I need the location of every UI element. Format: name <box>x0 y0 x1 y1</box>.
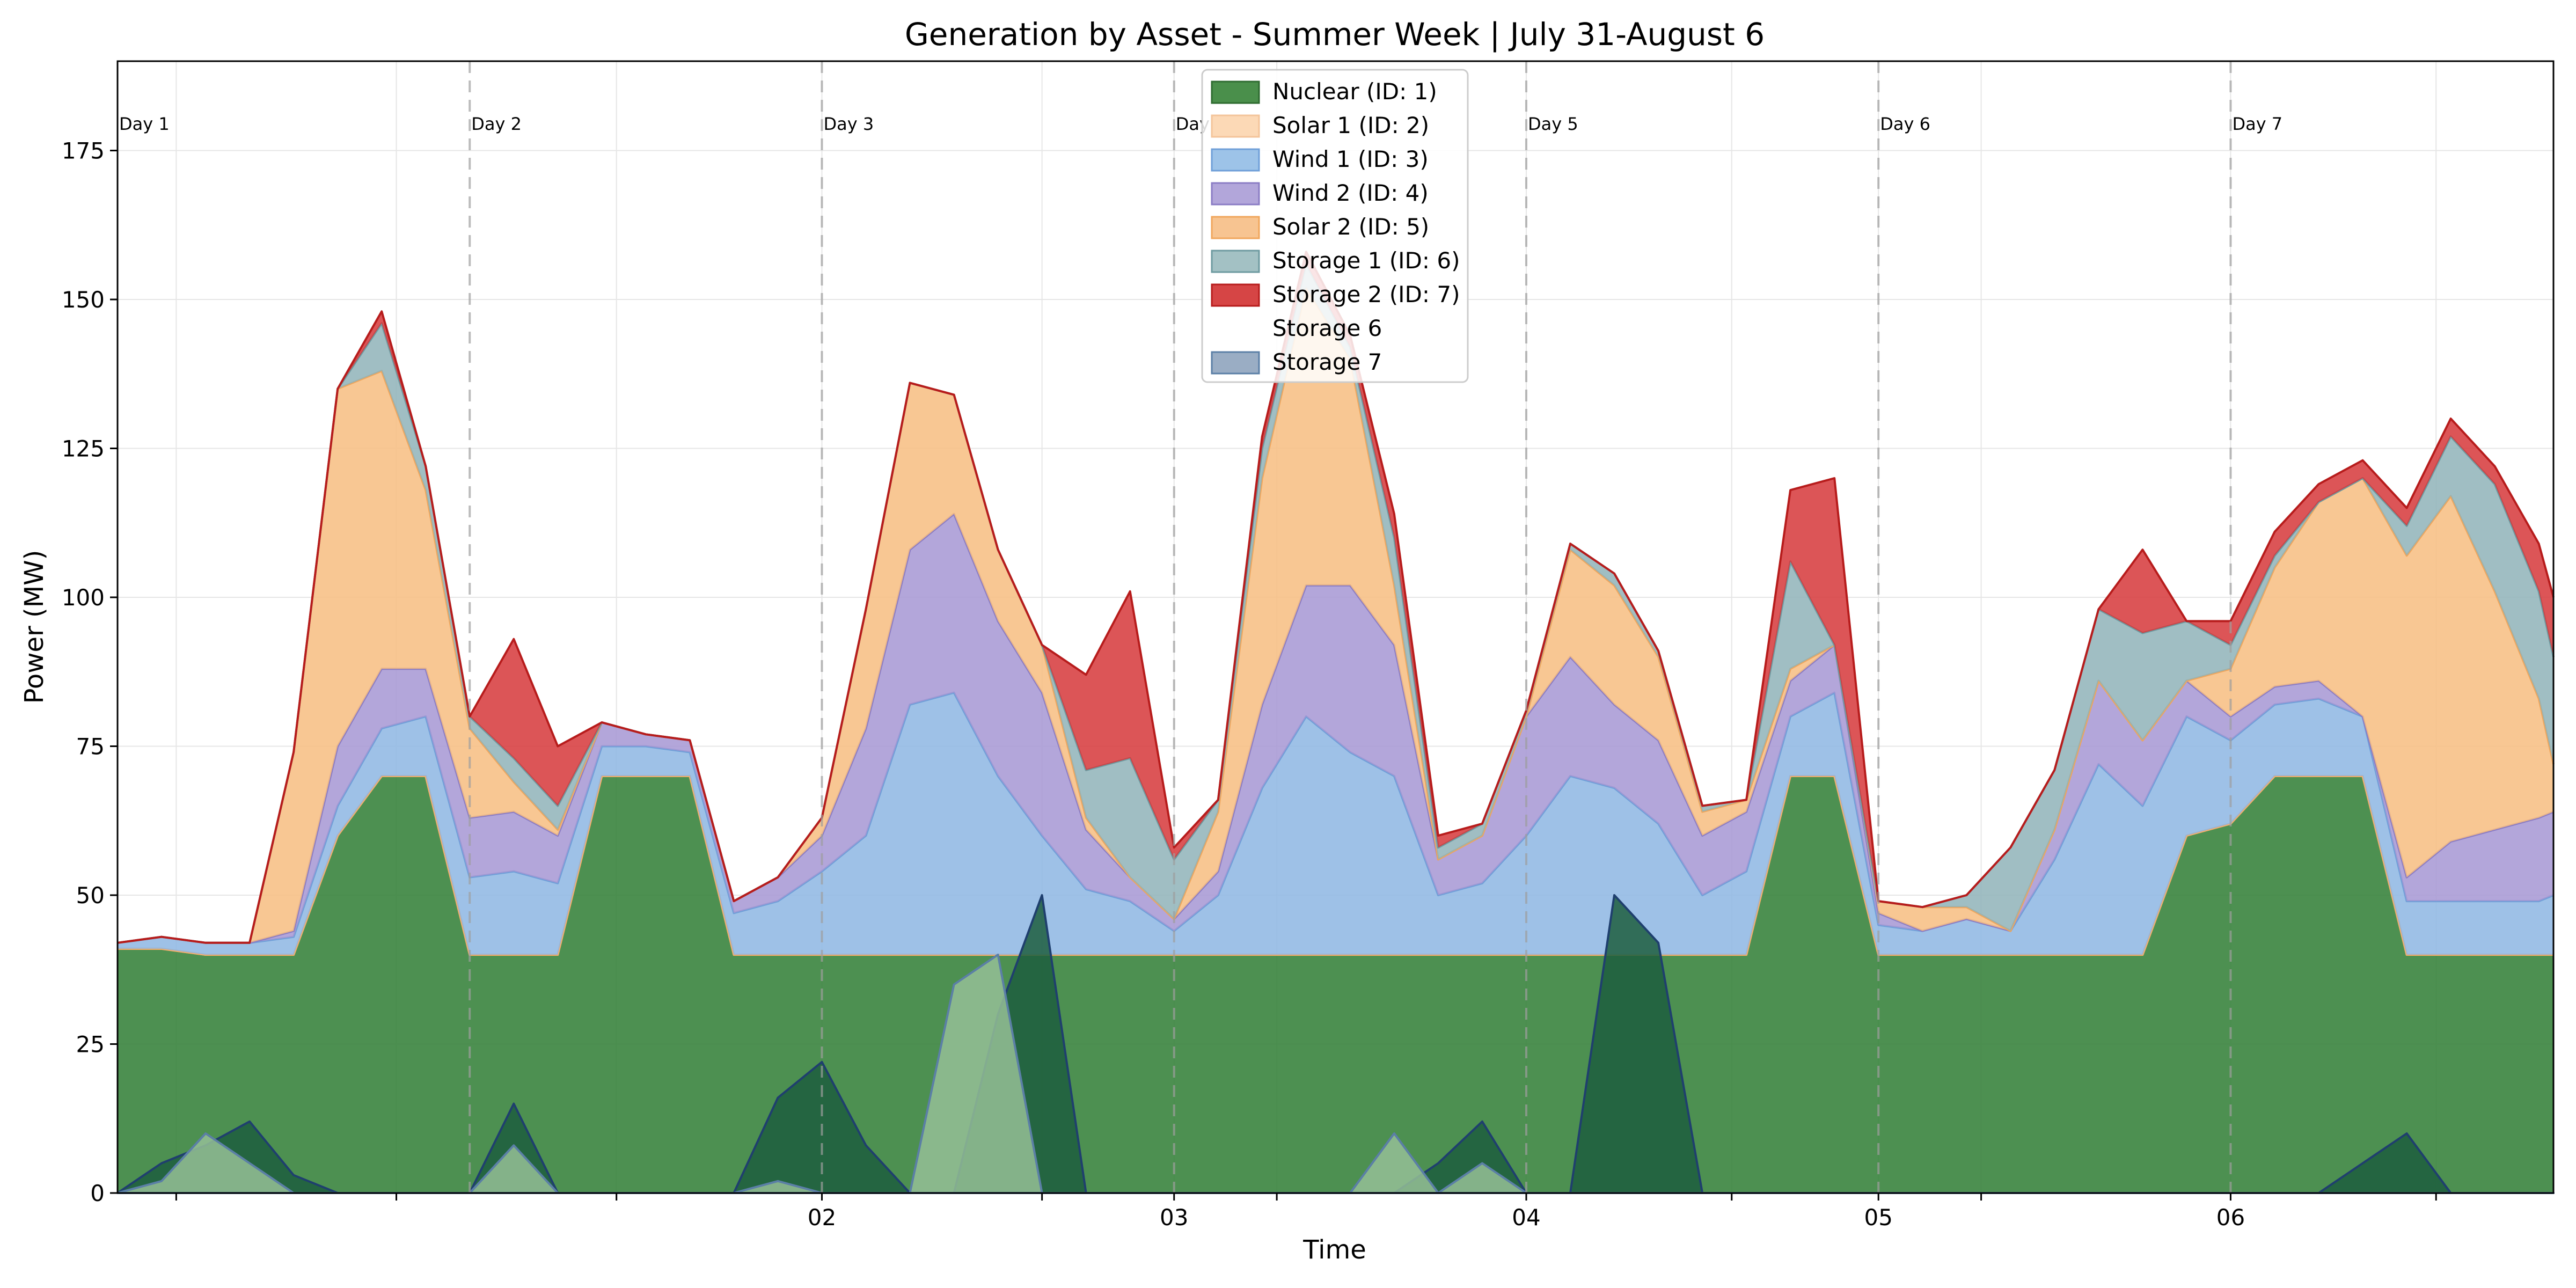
day-marker-label: Day 2 <box>471 114 522 134</box>
y-axis-label: Power (MW) <box>19 550 49 704</box>
legend-swatch <box>1211 283 1260 307</box>
y-tick-label: 25 <box>76 1031 105 1058</box>
stacked-area-layer <box>117 251 2555 1193</box>
legend-swatch <box>1211 114 1260 138</box>
legend: Nuclear (ID: 1) Solar 1 (ID: 2) Wind 1 (ID… <box>1201 69 1469 383</box>
y-tick-label: 50 <box>76 882 105 909</box>
day-marker-label: Day 7 <box>2232 114 2282 134</box>
area-solar-2-id-5 <box>118 287 2553 943</box>
x-tick-label: 05 <box>1864 1204 1892 1231</box>
legend-label: Nuclear (ID: 1) <box>1272 78 1437 105</box>
legend-label: Wind 1 (ID: 3) <box>1272 146 1429 172</box>
tick-layer: 0 25 50 75 100 125 150 175 02 03 04 05 06 <box>62 138 2437 1231</box>
area-nuclear-id-1 <box>118 776 2553 1193</box>
day-marker-label: Day 5 <box>1528 114 1578 134</box>
x-tick-label: 02 <box>808 1204 836 1231</box>
x-tick-label: 06 <box>2216 1204 2245 1231</box>
legend-label: Storage 1 (ID: 6) <box>1272 247 1460 274</box>
legend-swatch <box>1211 216 1260 239</box>
y-tick-label: 150 <box>62 287 105 313</box>
plot-area: Day 1 Day 2 Day 3 Day 4 Day 5 Day 6 Day 7 0255… <box>62 60 2555 1231</box>
y-tick-label: 100 <box>62 584 105 611</box>
legend-label: Solar 1 (ID: 2) <box>1272 112 1429 138</box>
legend-label: Storage 7 <box>1272 349 1382 375</box>
y-tick-label: 0 <box>90 1180 105 1206</box>
legend-box <box>1201 69 1469 383</box>
day-marker-label: Day 6 <box>1880 114 1930 134</box>
legend-swatch <box>1211 317 1260 341</box>
legend-swatch <box>1211 250 1260 273</box>
day-marker-label: Day 1 <box>119 114 170 134</box>
legend-swatch <box>1211 148 1260 172</box>
legend-items: Nuclear (ID: 1) Solar 1 (ID: 2) Wind 1 (ID… <box>1211 78 1460 375</box>
y-tick-label: 75 <box>76 734 105 760</box>
y-tick-label: 175 <box>62 138 105 164</box>
legend-label: Solar 2 (ID: 5) <box>1272 214 1429 240</box>
x-tick-label: 04 <box>1512 1204 1540 1231</box>
area-wind-2-id-4 <box>118 514 2553 943</box>
day-marker-label: Day 3 <box>823 114 874 134</box>
chart-title: Generation by Asset - Summer Week | July… <box>905 16 1765 53</box>
y-tick-label: 125 <box>62 436 105 462</box>
plot-frame <box>116 60 2555 1194</box>
legend-label: Wind 2 (ID: 4) <box>1272 180 1429 206</box>
day-marker-layer: Day 1 Day 2 Day 3 Day 4 Day 5 Day 6 Day 7 <box>119 61 2282 1193</box>
legend-swatch <box>1211 351 1260 375</box>
legend-label: Storage 6 <box>1272 315 1382 341</box>
legend-swatch <box>1211 182 1260 206</box>
legend-label: Storage 2 (ID: 7) <box>1272 281 1460 308</box>
x-axis-label: Time <box>1302 1235 1366 1265</box>
legend-swatch <box>1211 80 1260 104</box>
x-tick-label: 03 <box>1160 1204 1188 1231</box>
